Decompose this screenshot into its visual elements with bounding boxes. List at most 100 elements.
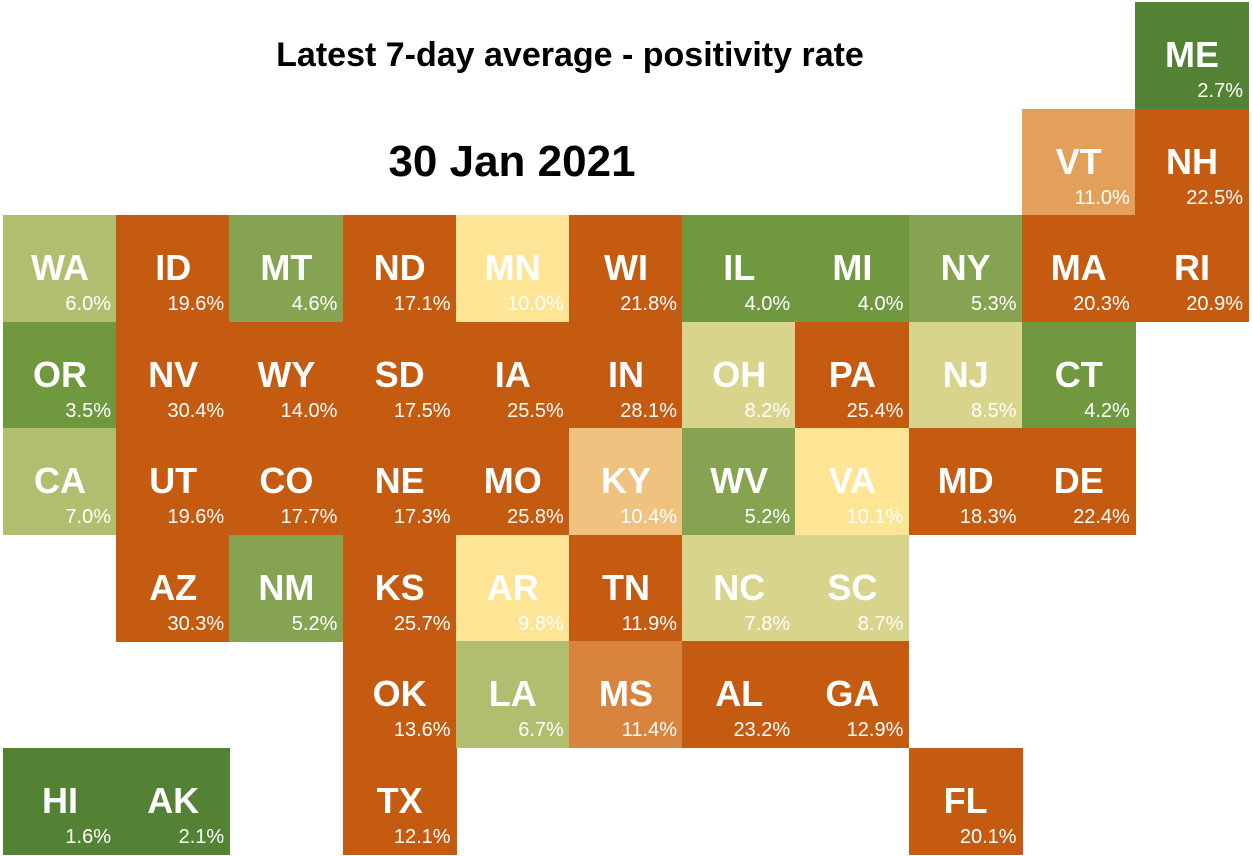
- state-abbr: NV: [148, 353, 199, 395]
- state-value-label: 1.6%: [65, 825, 111, 848]
- state-value-label: 10.4%: [620, 506, 677, 528]
- state-tile-ct: CT 4.2%: [1021, 321, 1136, 429]
- state-value-label: 6.0%: [65, 293, 111, 315]
- state-tile-ny: NY 5.3%: [908, 215, 1023, 322]
- state-value-label: 2.1%: [178, 825, 225, 848]
- state-value-label: 28.1%: [620, 399, 677, 422]
- state-abbr: IL: [723, 247, 756, 288]
- state-abbr: WV: [710, 460, 769, 501]
- state-abbr: DE: [1053, 460, 1104, 501]
- state-abbr: NC: [713, 566, 766, 608]
- state-value-label: 17.5%: [393, 399, 451, 422]
- state-abbr: IN: [608, 353, 644, 395]
- state-abbr: ID: [155, 247, 192, 288]
- state-tile-nh: NH 22.5%: [1135, 108, 1249, 216]
- state-tile-ga: GA 12.9%: [795, 641, 910, 748]
- state-abbr: NM: [258, 566, 315, 608]
- state-tile-vt: VT 11.0%: [1021, 108, 1136, 216]
- state-abbr: MA: [1050, 247, 1107, 288]
- state-tile-me: ME 2.7%: [1135, 2, 1249, 109]
- state-value-label: 11.4%: [621, 719, 677, 741]
- state-abbr: CT: [1054, 353, 1103, 395]
- state-abbr: VT: [1055, 140, 1102, 182]
- state-value-label: 8.5%: [971, 399, 1017, 422]
- state-tile-md: MD 18.3%: [908, 428, 1023, 535]
- state-value-label: 7.8%: [744, 612, 791, 635]
- state-abbr: WA: [31, 247, 89, 288]
- state-tile-ca: CA 7.0%: [3, 428, 117, 535]
- state-abbr: AL: [715, 673, 764, 714]
- state-value-label: 12.1%: [393, 825, 451, 848]
- state-tile-ri: RI 20.9%: [1135, 215, 1249, 322]
- state-value-label: 5.2%: [744, 506, 791, 528]
- state-value-label: 4.6%: [291, 293, 338, 315]
- state-abbr: OR: [33, 353, 87, 395]
- state-value-label: 19.6%: [167, 293, 225, 315]
- state-tile-nc: NC 7.8%: [682, 534, 797, 642]
- state-value-label: 22.4%: [1073, 506, 1130, 528]
- state-tile-tn: TN 11.9%: [569, 534, 683, 642]
- state-value-label: 17.3%: [393, 506, 451, 528]
- state-abbr: NH: [1166, 140, 1218, 182]
- state-value-label: 11.0%: [1074, 186, 1130, 209]
- state-tile-ia: IA 25.5%: [455, 321, 570, 429]
- state-abbr: RI: [1174, 247, 1210, 288]
- state-value-label: 13.6%: [393, 719, 451, 741]
- state-tile-mi: MI 4.0%: [795, 215, 910, 322]
- chart-title: Latest 7-day average - positivity rate: [276, 36, 864, 74]
- state-tile-sd: SD 17.5%: [342, 321, 457, 429]
- state-abbr: KS: [374, 566, 425, 608]
- state-tile-sc: SC 8.7%: [795, 534, 910, 642]
- state-abbr: OH: [712, 353, 767, 395]
- state-tile-fl: FL 20.1%: [908, 747, 1023, 855]
- state-abbr: HI: [42, 779, 78, 821]
- state-tile-wy: WY 14.0%: [229, 321, 344, 429]
- state-abbr: SD: [374, 353, 425, 395]
- chart-date: 30 Jan 2021: [388, 137, 636, 186]
- state-value-label: 18.3%: [959, 506, 1017, 528]
- state-tile-pa: PA 25.4%: [795, 321, 910, 429]
- state-tile-ma: MA 20.3%: [1021, 215, 1136, 322]
- state-abbr: NY: [940, 247, 991, 288]
- state-value-label: 5.3%: [971, 293, 1017, 315]
- state-value-label: 8.2%: [744, 399, 791, 422]
- state-abbr: SC: [827, 566, 878, 608]
- state-tile-nj: NJ 8.5%: [908, 321, 1023, 429]
- state-tile-az: AZ 30.3%: [116, 534, 231, 642]
- state-abbr: TX: [376, 779, 423, 821]
- state-tile-ok: OK 13.6%: [342, 641, 457, 748]
- state-abbr: WI: [604, 247, 648, 288]
- state-value-label: 10.1%: [846, 506, 904, 528]
- state-abbr: MT: [260, 247, 313, 288]
- state-abbr: UT: [149, 460, 198, 501]
- state-value-label: 4.0%: [744, 293, 791, 315]
- state-abbr: MS: [599, 673, 653, 714]
- state-tile-nd: ND 17.1%: [342, 215, 457, 322]
- state-value-label: 23.2%: [733, 719, 791, 741]
- state-value-label: 20.9%: [1186, 293, 1243, 315]
- state-tile-co: CO 17.7%: [229, 428, 344, 535]
- state-tile-de: DE 22.4%: [1021, 428, 1136, 535]
- state-tile-ut: UT 19.6%: [116, 428, 231, 535]
- state-abbr: ND: [373, 247, 426, 288]
- state-abbr: MO: [483, 460, 542, 501]
- state-abbr: GA: [825, 673, 880, 714]
- state-value-label: 17.7%: [280, 506, 338, 528]
- state-tile-id: ID 19.6%: [116, 215, 231, 322]
- state-abbr: NE: [374, 460, 425, 501]
- state-tile-mn: MN 10.0%: [455, 215, 570, 322]
- state-tile-mo: MO 25.8%: [455, 428, 570, 535]
- state-tile-ms: MS 11.4%: [569, 641, 683, 748]
- state-tile-mt: MT 4.6%: [229, 215, 344, 322]
- state-tile-tx: TX 12.1%: [342, 747, 457, 855]
- state-abbr: MN: [484, 247, 541, 288]
- state-tile-in: IN 28.1%: [569, 321, 683, 429]
- state-value-label: 7.0%: [65, 506, 111, 528]
- state-value-label: 9.8%: [518, 612, 564, 635]
- state-value-label: 19.6%: [167, 506, 225, 528]
- state-value-label: 3.5%: [65, 399, 111, 422]
- state-tile-la: LA 6.7%: [455, 641, 570, 748]
- state-value-label: 4.0%: [857, 293, 904, 315]
- state-value-label: 25.5%: [507, 399, 564, 422]
